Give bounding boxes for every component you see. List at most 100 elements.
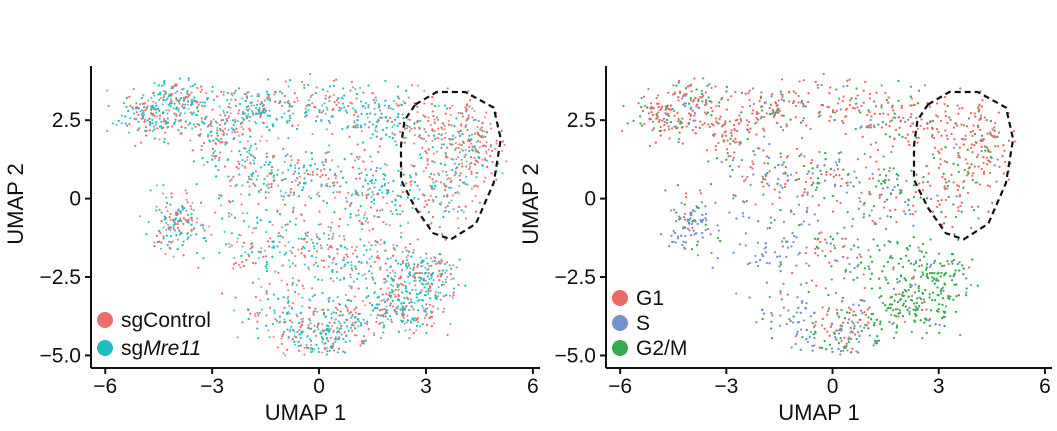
scatter-point bbox=[354, 316, 357, 319]
scatter-point bbox=[338, 191, 341, 194]
scatter-point bbox=[383, 281, 386, 284]
scatter-point bbox=[162, 120, 165, 123]
scatter-point bbox=[440, 143, 443, 146]
scatter-point bbox=[401, 314, 404, 317]
scatter-point bbox=[484, 145, 487, 148]
scatter-point bbox=[166, 210, 169, 213]
scatter-point bbox=[385, 280, 388, 283]
scatter-point bbox=[138, 215, 142, 218]
scatter-point bbox=[365, 260, 368, 263]
scatter-point bbox=[401, 191, 404, 194]
scatter-point bbox=[319, 244, 322, 247]
scatter-point bbox=[368, 241, 371, 244]
scatter-point bbox=[412, 275, 416, 278]
scatter-point bbox=[459, 172, 462, 175]
scatter-point bbox=[370, 160, 373, 163]
scatter-point bbox=[364, 178, 367, 181]
scatter-point bbox=[437, 137, 440, 140]
scatter-point bbox=[431, 160, 434, 163]
scatter-point bbox=[312, 330, 315, 333]
scatter-point bbox=[399, 122, 402, 125]
scatter-point bbox=[247, 113, 250, 116]
scatter-point bbox=[326, 243, 329, 246]
scatter-point bbox=[344, 207, 347, 210]
scatter-point bbox=[250, 242, 254, 245]
scatter-point bbox=[421, 193, 424, 196]
scatter-point bbox=[305, 344, 308, 347]
scatter-point bbox=[397, 305, 400, 308]
scatter-point bbox=[367, 126, 370, 129]
scatter-point bbox=[335, 174, 338, 177]
scatter-point bbox=[214, 157, 217, 160]
scatter-point bbox=[473, 109, 476, 113]
scatter-point bbox=[332, 279, 335, 283]
scatter-point bbox=[413, 127, 416, 130]
scatter-point bbox=[468, 149, 471, 153]
scatter-point bbox=[369, 313, 372, 316]
scatter-point bbox=[382, 221, 385, 224]
scatter-point bbox=[186, 96, 189, 99]
scatter-point bbox=[378, 309, 381, 312]
scatter-point bbox=[324, 94, 327, 97]
scatter-point bbox=[320, 119, 323, 122]
scatter-point bbox=[476, 171, 479, 175]
scatter-point bbox=[369, 112, 372, 115]
scatter-point bbox=[231, 200, 234, 203]
scatter-point bbox=[152, 107, 156, 110]
scatter-point bbox=[361, 194, 364, 197]
scatter-point bbox=[146, 105, 149, 108]
scatter-point bbox=[471, 149, 474, 152]
scatter-point bbox=[413, 122, 416, 125]
scatter-point bbox=[401, 250, 404, 254]
scatter-point bbox=[196, 101, 199, 104]
scatter-point bbox=[425, 140, 428, 143]
scatter-point bbox=[420, 265, 423, 268]
scatter-point bbox=[365, 277, 368, 280]
scatter-point bbox=[228, 245, 231, 249]
scatter-point bbox=[371, 174, 375, 177]
scatter-point bbox=[236, 240, 239, 244]
scatter-point bbox=[475, 140, 478, 144]
scatter-point bbox=[211, 148, 214, 151]
scatter-point bbox=[451, 168, 454, 172]
scatter-point bbox=[260, 101, 263, 104]
scatter-point bbox=[106, 129, 109, 132]
scatter-point bbox=[457, 192, 460, 195]
scatter-point bbox=[483, 180, 486, 183]
scatter-point bbox=[362, 253, 365, 256]
scatter-point bbox=[232, 263, 236, 266]
scatter-point bbox=[193, 96, 196, 99]
scatter-point bbox=[417, 263, 420, 266]
scatter-point bbox=[287, 85, 290, 88]
scatter-point bbox=[306, 234, 309, 237]
scatter-point bbox=[375, 135, 378, 138]
scatter-point bbox=[387, 106, 390, 110]
scatter-point bbox=[421, 304, 424, 307]
scatter-point bbox=[268, 282, 271, 285]
scatter-point bbox=[379, 138, 383, 141]
scatter-point bbox=[152, 100, 155, 103]
scatter-point bbox=[341, 127, 344, 130]
scatter-point bbox=[266, 114, 269, 117]
scatter-point bbox=[250, 178, 253, 181]
scatter-point bbox=[164, 253, 167, 256]
scatter-point bbox=[372, 309, 375, 312]
scatter-point bbox=[234, 118, 237, 121]
scatter-point bbox=[419, 119, 422, 122]
scatter-point bbox=[239, 141, 242, 144]
scatter-point bbox=[440, 134, 443, 137]
scatter-point bbox=[431, 139, 434, 142]
scatter-point bbox=[360, 262, 363, 265]
scatter-point bbox=[234, 131, 237, 134]
scatter-point bbox=[218, 123, 221, 127]
scatter-point bbox=[392, 243, 395, 247]
scatter-point bbox=[385, 305, 388, 308]
scatter-point bbox=[449, 294, 452, 297]
scatter-point bbox=[160, 84, 164, 87]
scatter-point bbox=[230, 178, 233, 181]
scatter-point bbox=[409, 181, 412, 184]
scatter-point bbox=[191, 149, 194, 152]
scatter-point bbox=[467, 114, 470, 117]
scatter-point bbox=[200, 148, 203, 151]
scatter-point bbox=[366, 320, 369, 323]
